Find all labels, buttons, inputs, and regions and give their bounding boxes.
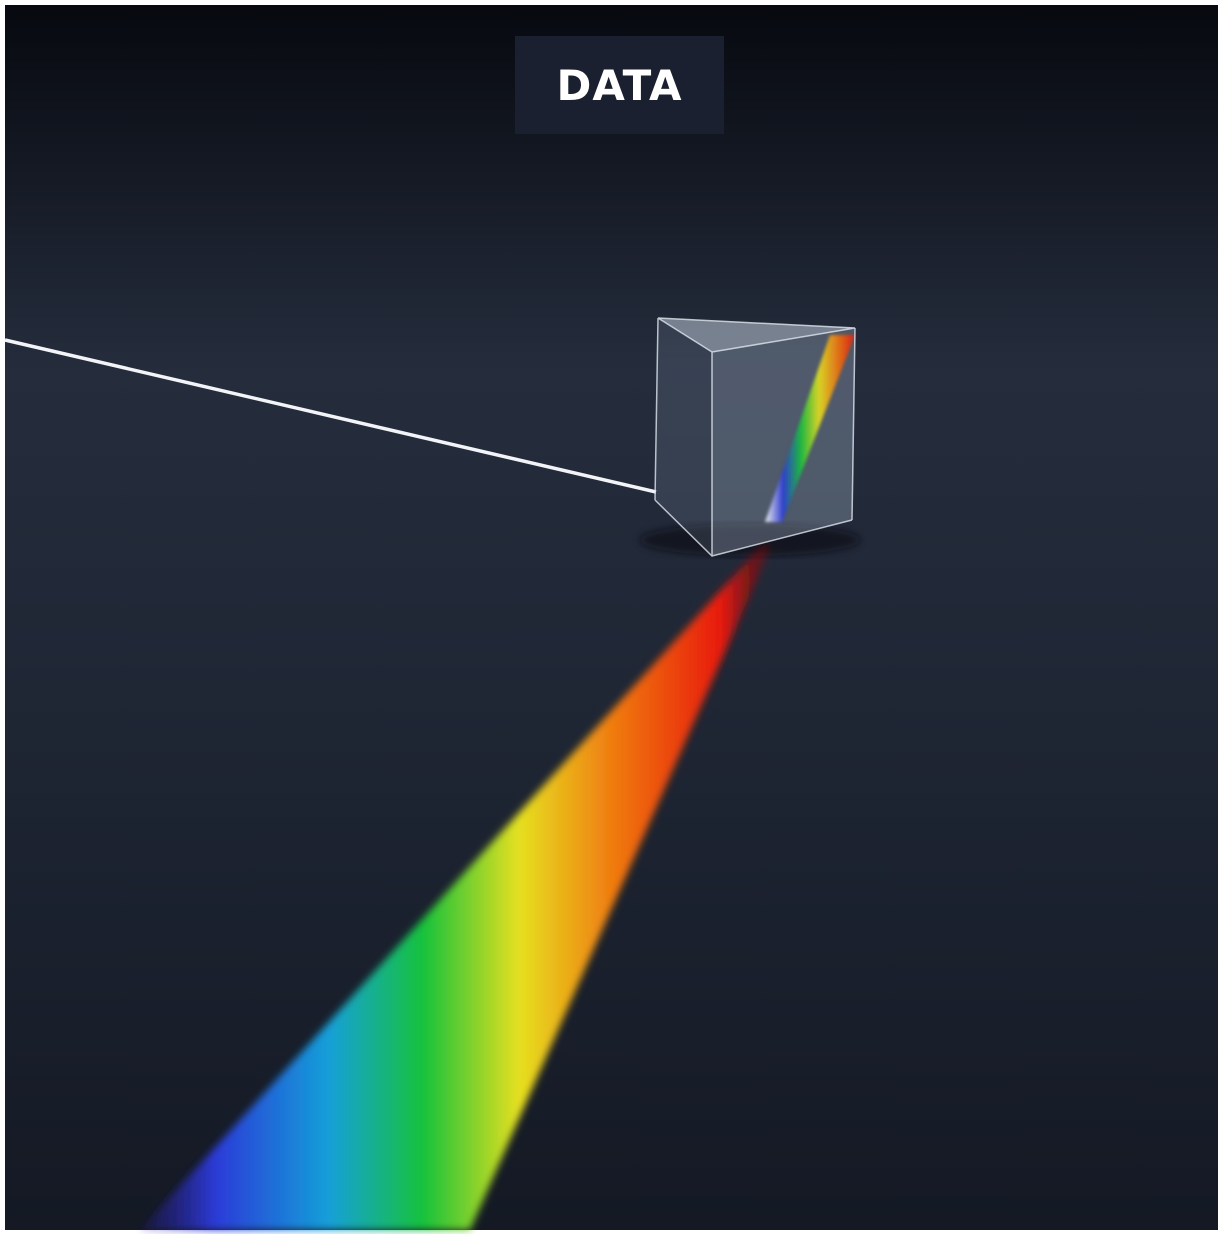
scene bbox=[0, 0, 1222, 1234]
image-frame: DATA bbox=[0, 0, 1222, 1234]
label-box: DATA bbox=[515, 36, 724, 134]
background bbox=[5, 5, 1218, 1230]
label: DATA bbox=[556, 61, 682, 110]
